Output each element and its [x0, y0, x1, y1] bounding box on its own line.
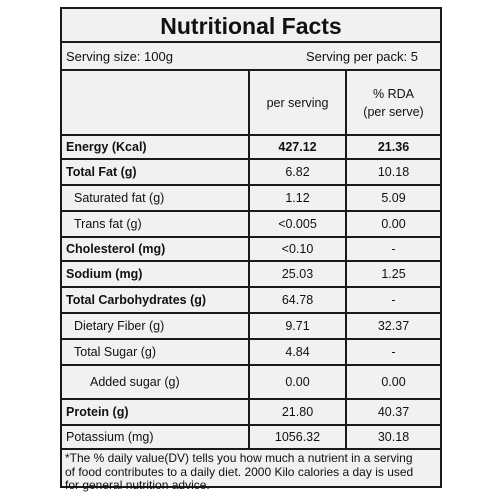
table-row: Sodium (mg) 25.03 1.25 [62, 260, 440, 288]
rda-value: 30.18 [345, 424, 440, 450]
per-serving-value: 6.82 [248, 158, 347, 186]
per-serving-value: 0.00 [248, 364, 347, 400]
table-row: Dietary Fiber (g) 9.71 32.37 [62, 312, 440, 340]
header-per-serving: per serving [248, 71, 347, 136]
per-serving-value: 64.78 [248, 286, 347, 314]
rda-value: 5.09 [345, 184, 440, 212]
table-header-row: per serving % RDA (per serve) [62, 71, 440, 136]
label-title: Nutritional Facts [62, 9, 440, 43]
per-serving-value: 1.12 [248, 184, 347, 212]
nutrient-name: Protein (g) [62, 398, 250, 426]
nutrient-name: Potassium (mg) [62, 424, 250, 450]
table-row: Saturated fat (g) 1.12 5.09 [62, 184, 440, 212]
footnote-line: for general nutrition advice. [65, 478, 210, 492]
table-row: Trans fat (g) <0.005 0.00 [62, 210, 440, 238]
nutrient-name: Added sugar (g) [62, 364, 250, 400]
per-serving-value: <0.10 [248, 236, 347, 262]
rda-value: - [345, 236, 440, 262]
table-row: Protein (g) 21.80 40.37 [62, 398, 440, 426]
table-row: Added sugar (g) 0.00 0.00 [62, 364, 440, 400]
rda-value: 0.00 [345, 210, 440, 238]
header-rda-line2: (per serve) [363, 104, 424, 119]
header-rda: % RDA (per serve) [345, 71, 440, 136]
per-serving-value: 427.12 [248, 134, 347, 160]
rda-value: - [345, 286, 440, 314]
per-serving-value: 21.80 [248, 398, 347, 426]
per-serving-value: 1056.32 [248, 424, 347, 450]
header-rda-line1: % RDA [373, 86, 414, 101]
serving-per-pack: Serving per pack: 5 [305, 49, 418, 64]
per-serving-value: <0.005 [248, 210, 347, 238]
nutrient-name: Energy (Kcal) [62, 134, 250, 160]
footnote: *The % daily value(DV) tells you how muc… [65, 451, 438, 493]
nutrient-name: Total Carbohydrates (g) [62, 286, 250, 314]
per-serving-value: 9.71 [248, 312, 347, 340]
rda-value: 40.37 [345, 398, 440, 426]
rda-value: 32.37 [345, 312, 440, 340]
table-row: Total Sugar (g) 4.84- [62, 338, 440, 366]
serving-size: Serving size: 100g [66, 49, 173, 64]
rda-value: 1.25 [345, 260, 440, 288]
table-row: Cholesterol (mg) <0.10- [62, 236, 440, 262]
nutrient-name: Total Sugar (g) [62, 338, 250, 366]
nutrition-table: per serving % RDA (per serve) Energy (Kc… [62, 71, 440, 450]
table-row: Total Fat (g) 6.82 10.18 [62, 158, 440, 186]
header-blank-cell [62, 71, 250, 136]
rda-value: 10.18 [345, 158, 440, 186]
serving-info: Serving size: 100g Serving per pack: 5 [62, 43, 440, 71]
table-row: Energy (Kcal) 427.12 21.36 [62, 134, 440, 160]
rda-value: 21.36 [345, 134, 440, 160]
nutrition-label: Nutritional Facts Serving size: 100g Ser… [60, 7, 442, 492]
rda-value: 0.00 [345, 364, 440, 400]
nutrient-name: Trans fat (g) [62, 210, 250, 238]
nutrient-name: Total Fat (g) [62, 158, 250, 186]
per-serving-value: 4.84 [248, 338, 347, 366]
footnote-line: *The % daily value(DV) tells you how muc… [65, 451, 413, 465]
nutrient-name: Dietary Fiber (g) [62, 312, 250, 340]
per-serving-value: 25.03 [248, 260, 347, 288]
nutrient-name: Saturated fat (g) [62, 184, 250, 212]
nutrient-name: Sodium (mg) [62, 260, 250, 288]
rda-value: - [345, 338, 440, 366]
nutrient-name: Cholesterol (mg) [62, 236, 250, 262]
table-row: Total Carbohydrates (g) 64.78- [62, 286, 440, 314]
table-row: Potassium (mg) 1056.32 30.18 [62, 424, 440, 450]
footnote-line: of food contributes to a daily diet. 200… [65, 464, 414, 479]
